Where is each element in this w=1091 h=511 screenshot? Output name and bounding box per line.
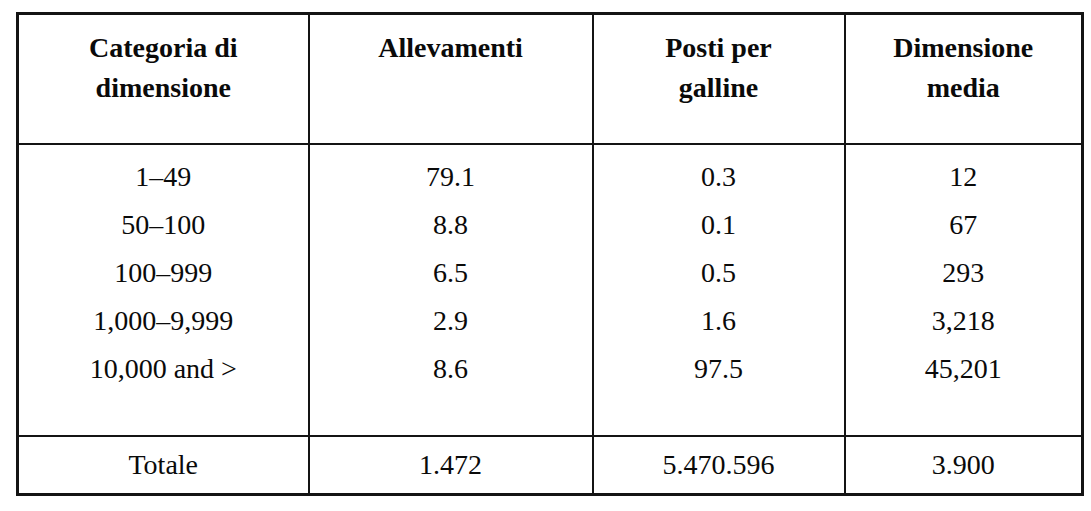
cell-posti: 0.1 [593,201,845,249]
cell-category: 1,000–9,999 [18,297,309,345]
cell-dimensione: 12 [845,144,1083,201]
cell-allevamenti: 8.6 [309,345,593,393]
cell-dimensione: 45,201 [845,345,1083,393]
cell-posti: 0.3 [593,144,845,201]
header-dimensione-media: Dimensione media [845,14,1083,144]
cell-posti: 1.6 [593,297,845,345]
cell-allevamenti: 2.9 [309,297,593,345]
spacer-row [18,393,1083,436]
cell-dimensione: 293 [845,249,1083,297]
header-allevamenti: Allevamenti [309,14,593,144]
table-body: 1–49 79.1 0.3 12 50–100 8.8 0.1 67 100–9… [18,144,1083,436]
spacer-cell [593,393,845,436]
total-row: Totale 1.472 5.470.596 3.900 [18,436,1083,495]
table-footer: Totale 1.472 5.470.596 3.900 [18,436,1083,495]
table-row: 1,000–9,999 2.9 1.6 3,218 [18,297,1083,345]
table-row: 100–999 6.5 0.5 293 [18,249,1083,297]
table-header: Categoria di dimensione Allevamenti Post… [18,14,1083,144]
cell-dimensione: 67 [845,201,1083,249]
cell-category: 10,000 and > [18,345,309,393]
cell-category: 1–49 [18,144,309,201]
total-label: Totale [18,436,309,495]
spacer-cell [18,393,309,436]
header-posti-per-galline: Posti per galline [593,14,845,144]
total-dimensione: 3.900 [845,436,1083,495]
spacer-cell [309,393,593,436]
total-allevamenti: 1.472 [309,436,593,495]
table-row: 50–100 8.8 0.1 67 [18,201,1083,249]
cell-category: 100–999 [18,249,309,297]
cell-posti: 97.5 [593,345,845,393]
table-row: 10,000 and > 8.6 97.5 45,201 [18,345,1083,393]
total-posti: 5.470.596 [593,436,845,495]
header-categoria-di-dimensione: Categoria di dimensione [18,14,309,144]
header-row: Categoria di dimensione Allevamenti Post… [18,14,1083,144]
cell-allevamenti: 6.5 [309,249,593,297]
cell-dimensione: 3,218 [845,297,1083,345]
cell-allevamenti: 79.1 [309,144,593,201]
cell-allevamenti: 8.8 [309,201,593,249]
size-category-table: Categoria di dimensione Allevamenti Post… [16,12,1084,496]
cell-category: 50–100 [18,201,309,249]
cell-posti: 0.5 [593,249,845,297]
table-row: 1–49 79.1 0.3 12 [18,144,1083,201]
spacer-cell [845,393,1083,436]
